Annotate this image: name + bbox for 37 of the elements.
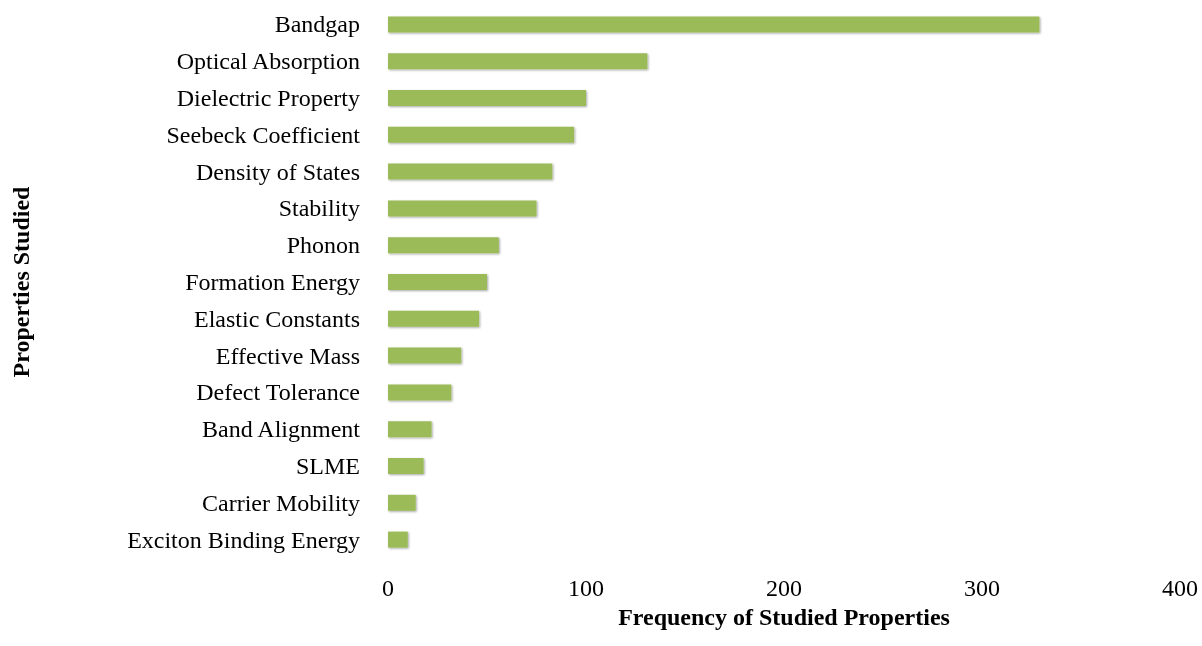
y-tick-label: Defect Tolerance: [196, 379, 360, 406]
bar: [388, 53, 648, 70]
y-tick-label: SLME: [295, 453, 360, 479]
y-tick-label: Optical Absorption: [176, 48, 360, 75]
bar: [388, 421, 432, 438]
bar: [388, 384, 452, 401]
y-tick-label: Elastic Constants: [194, 305, 360, 332]
bar: [388, 237, 499, 254]
bar: [388, 494, 416, 511]
y-tick-label: Density of States: [196, 158, 360, 185]
y-tick-label: Exciton Binding Energy: [127, 526, 360, 553]
y-tick-label: Seebeck Coefficient: [166, 121, 361, 148]
y-tick-label: Band Alignment: [202, 416, 361, 443]
y-axis-title: Properties Studied: [8, 185, 34, 378]
x-tick-label: 300: [964, 575, 1000, 601]
bar: [388, 163, 553, 180]
x-tick-label: 0: [382, 575, 394, 601]
bar: [388, 347, 462, 364]
bar: [388, 126, 575, 143]
y-tick-label: Dielectric Property: [176, 85, 360, 111]
y-tick-label: Phonon: [286, 232, 360, 259]
x-tick-label: 100: [568, 575, 604, 601]
x-axis-title: Frequency of Studied Properties: [618, 603, 950, 630]
bar: [388, 200, 537, 217]
bar: [388, 531, 408, 548]
bar: [388, 458, 424, 474]
bar: [388, 310, 480, 327]
x-tick-label: 200: [766, 575, 802, 601]
y-tick-label: Carrier Mobility: [202, 489, 360, 516]
y-tick-label: Formation Energy: [185, 269, 360, 295]
y-tick-label: Stability: [278, 195, 360, 222]
bar: [388, 274, 487, 290]
bar: [388, 90, 586, 106]
y-tick-label: Bandgap: [274, 11, 360, 38]
bar: [388, 16, 1040, 33]
y-tick-label: Effective Mass: [215, 342, 360, 369]
x-tick-label: 400: [1162, 575, 1198, 601]
